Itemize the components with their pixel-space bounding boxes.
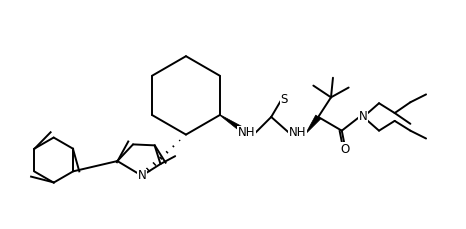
Text: N: N xyxy=(359,110,368,123)
Text: NH: NH xyxy=(238,126,255,139)
Polygon shape xyxy=(220,115,248,135)
Text: NH: NH xyxy=(289,126,307,139)
Text: S: S xyxy=(280,93,288,106)
Polygon shape xyxy=(306,115,321,133)
Text: O: O xyxy=(340,143,350,156)
Text: N: N xyxy=(137,169,146,182)
